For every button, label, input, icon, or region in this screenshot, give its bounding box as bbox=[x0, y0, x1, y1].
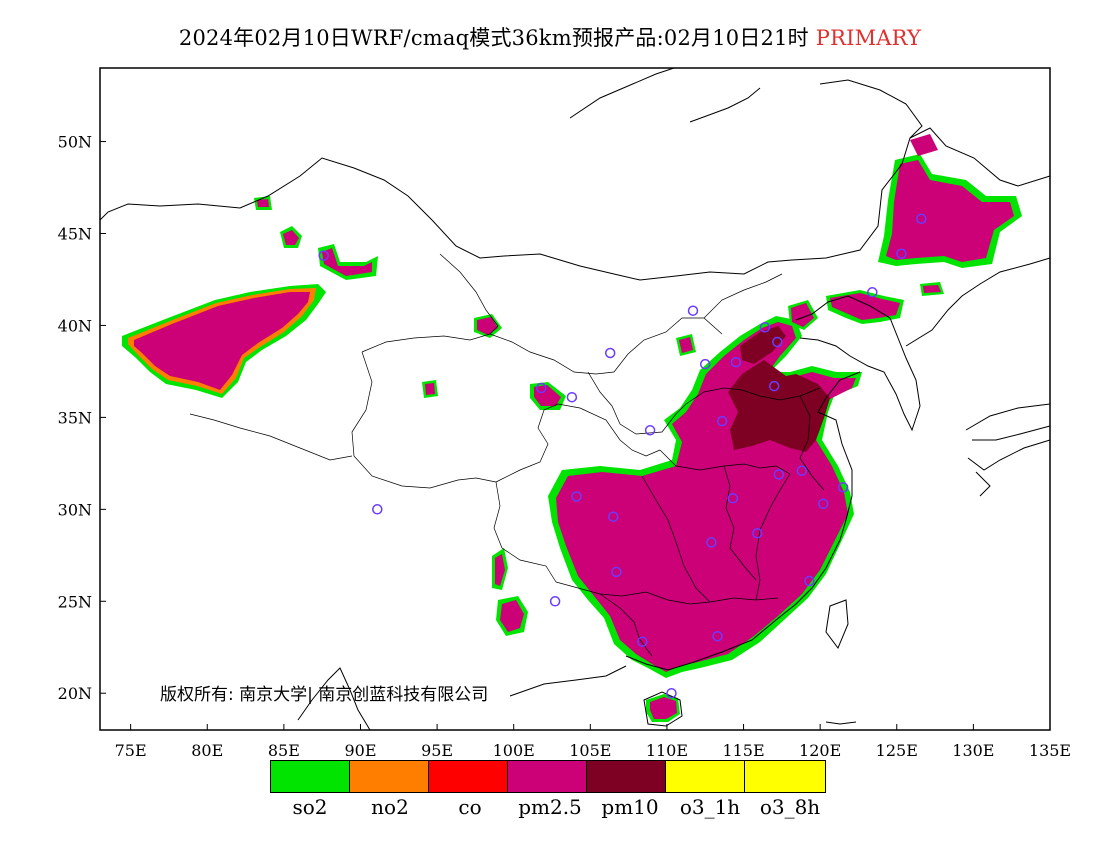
x-tick-label: 130E bbox=[952, 741, 994, 760]
station-marker bbox=[730, 356, 742, 368]
region-ncp-pm10 bbox=[728, 360, 830, 452]
y-tick-label: 50N bbox=[58, 133, 92, 152]
station-marker bbox=[566, 391, 578, 403]
station-marker bbox=[773, 469, 785, 480]
legend-label: o3_8h bbox=[759, 795, 821, 819]
region-yunnan-1-core bbox=[500, 600, 524, 632]
legend-swatch-no2 bbox=[350, 761, 429, 792]
station-marker bbox=[571, 491, 582, 502]
station-marker bbox=[772, 336, 783, 348]
station-marker bbox=[706, 537, 717, 548]
station-marker bbox=[916, 213, 927, 225]
x-tick-label: 95E bbox=[421, 741, 453, 760]
x-axis: 75E 80E 85E 90E 95E 100E 105E 110E 115E 120E 125E 1… bbox=[115, 724, 1071, 760]
x-tick-label: 75E bbox=[115, 741, 147, 760]
station-marker bbox=[611, 566, 622, 578]
region-northeast-pm25 bbox=[886, 160, 1014, 262]
y-tick-label: 30N bbox=[58, 500, 92, 519]
x-tick-label: 85E bbox=[268, 741, 300, 760]
station-marker bbox=[759, 322, 771, 333]
station-marker bbox=[768, 380, 780, 392]
x-tick-label: 135E bbox=[1029, 741, 1071, 760]
station-marker bbox=[804, 575, 815, 587]
station-marker bbox=[318, 250, 329, 261]
y-tick-label: 20N bbox=[58, 684, 92, 703]
copyright-text: 版权所有: 南京大学| 南京创蓝科技有限公司 bbox=[160, 685, 489, 705]
station-marker bbox=[608, 511, 619, 522]
legend-label: co bbox=[458, 795, 482, 819]
station-marker bbox=[699, 358, 711, 370]
x-tick-label: 90E bbox=[344, 741, 376, 760]
station-marker bbox=[644, 425, 656, 436]
legend-label: so2 bbox=[292, 795, 328, 819]
station-marker bbox=[549, 596, 561, 607]
legend-label: pm2.5 bbox=[518, 795, 582, 819]
x-tick-label: 80E bbox=[191, 741, 223, 760]
x-tick-label: 100E bbox=[493, 741, 535, 760]
station-marker bbox=[536, 382, 547, 394]
x-tick-label: 115E bbox=[722, 741, 764, 760]
station-marker bbox=[867, 287, 878, 298]
region-east-pm25 bbox=[556, 322, 856, 672]
region-jilin-south-core bbox=[923, 285, 941, 293]
legend-label: o3_1h bbox=[679, 795, 741, 819]
legend-label: no2 bbox=[371, 795, 409, 819]
x-tick-label: 110E bbox=[646, 741, 688, 760]
region-hainan-pm25 bbox=[650, 697, 677, 719]
legend-swatch-o38h bbox=[745, 761, 825, 792]
station-marker bbox=[817, 498, 829, 510]
station-marker bbox=[712, 630, 723, 642]
y-axis: 20N 25N 30N 35N 40N 45N 50N bbox=[58, 133, 106, 703]
region-nw-1-core bbox=[283, 230, 299, 245]
legend-labels: so2 no2 co pm2.5 pm10 o3_1h o3_8h bbox=[270, 795, 830, 819]
region-shanxi-core bbox=[679, 337, 693, 353]
region-qinghai-core bbox=[425, 383, 435, 395]
map-title: 2024年02月10日WRF/cmaq模式36km预报产品:02月10日21时 … bbox=[0, 22, 1100, 52]
region-sichuan-west-core bbox=[495, 554, 505, 586]
station-marker bbox=[896, 248, 907, 259]
region-gansu-2-core bbox=[534, 385, 561, 406]
station-marker bbox=[716, 415, 728, 427]
title-main: 2024年02月10日WRF/cmaq模式36km预报产品:02月10日21时 bbox=[178, 26, 809, 50]
station-marker bbox=[752, 527, 763, 539]
x-tick-label: 125E bbox=[876, 741, 918, 760]
region-gansu-1-core bbox=[477, 317, 498, 335]
station-marker bbox=[837, 482, 849, 493]
station-marker bbox=[687, 305, 699, 316]
region-nw-2-core bbox=[322, 248, 372, 276]
x-tick-label: 105E bbox=[569, 741, 611, 760]
station-markers bbox=[318, 213, 927, 699]
y-tick-label: 40N bbox=[58, 316, 92, 335]
station-marker bbox=[372, 504, 383, 515]
station-marker bbox=[796, 465, 808, 476]
legend-swatch-co bbox=[429, 761, 508, 792]
title-tag: PRIMARY bbox=[815, 26, 922, 50]
y-tick-label: 25N bbox=[58, 592, 92, 611]
legend-label: pm10 bbox=[601, 795, 659, 819]
region-tarim-pm25 bbox=[134, 292, 310, 390]
station-marker bbox=[666, 687, 677, 699]
x-tick-label: 120E bbox=[799, 741, 841, 760]
legend-bar bbox=[270, 760, 826, 793]
station-marker bbox=[637, 636, 648, 647]
map-frame bbox=[99, 67, 1051, 731]
legend-swatch-pm25 bbox=[508, 761, 587, 792]
legend-swatch-so2 bbox=[271, 761, 350, 792]
coastline bbox=[99, 67, 1051, 731]
legend-swatch-pm10 bbox=[587, 761, 666, 792]
region-liaoning-core bbox=[830, 293, 900, 320]
station-marker bbox=[604, 347, 616, 359]
y-tick-label: 35N bbox=[58, 408, 92, 427]
region-hebei-north-core bbox=[791, 303, 814, 327]
station-marker bbox=[727, 493, 739, 504]
region-neast-top bbox=[910, 134, 938, 156]
region-beijing-pm10 bbox=[740, 326, 786, 364]
y-tick-label: 45N bbox=[58, 225, 92, 244]
legend-swatch-o31h bbox=[666, 761, 745, 792]
region-nw-3-core bbox=[257, 199, 269, 207]
